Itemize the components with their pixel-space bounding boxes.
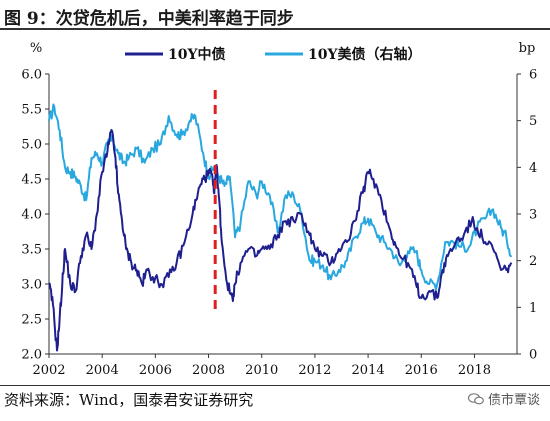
x-tick-label: 2012 <box>298 363 331 378</box>
x-tick-label: 2016 <box>405 363 438 378</box>
right-tick-label: 6 <box>529 68 537 83</box>
left-axis-unit: % <box>30 41 42 56</box>
legend-item-cn10y-label: 10Y中债 <box>168 46 225 63</box>
left-tick-label: 3.5 <box>21 243 42 258</box>
watermark-label: 债市覃谈 <box>487 393 540 408</box>
x-tick-label: 2008 <box>192 363 225 378</box>
chat-bubble-icon <box>467 392 484 404</box>
right-tick-label: 4 <box>529 161 537 176</box>
left-tick-label: 4.5 <box>21 173 42 188</box>
left-tick-label: 2.5 <box>21 313 42 328</box>
left-tick-label: 4.0 <box>21 208 42 223</box>
x-tick-label: 2002 <box>32 363 65 378</box>
bottom-divider <box>0 385 550 386</box>
x-tick-label: 2010 <box>245 363 278 378</box>
x-tick-label: 2018 <box>458 363 491 378</box>
right-axis-unit: bp <box>519 41 536 56</box>
right-tick-label: 1 <box>529 301 537 316</box>
left-tick-label: 5.5 <box>21 103 42 118</box>
figure-title: 图 9：次贷危机后，中美利率趋于同步 <box>4 9 294 29</box>
watermark: 债市覃谈 <box>467 389 540 408</box>
title-bar: 图 9：次贷危机后，中美利率趋于同步 <box>0 0 550 30</box>
x-tick-label: 2006 <box>139 363 172 378</box>
left-tick-label: 6.0 <box>21 68 42 83</box>
right-tick-label: 2 <box>529 254 537 269</box>
legend-item-us10y-label: 10Y美债（右轴） <box>308 46 421 63</box>
left-tick-label: 5.0 <box>21 138 42 153</box>
x-tick-label: 2014 <box>352 363 385 378</box>
x-tick-label: 2004 <box>86 363 119 378</box>
source-note: 资料来源：Wind，国泰君安证券研究 <box>4 391 254 409</box>
line-chart: 2.0 2.5 3.0 3.5 4.0 4.5 5.0 5.5 6.0% 0 1 2 3 4 5 6 bp 200… <box>21 41 537 378</box>
right-tick-label: 3 <box>529 208 537 223</box>
left-tick-label: 2.0 <box>21 348 42 363</box>
right-tick-label: 5 <box>529 114 537 129</box>
right-tick-label: 0 <box>529 348 537 363</box>
series-line-cn10y <box>48 129 513 352</box>
left-tick-label: 3.0 <box>21 278 42 293</box>
